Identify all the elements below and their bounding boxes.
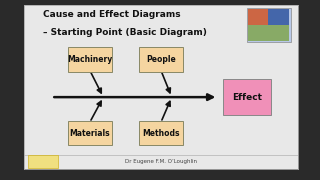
Text: Cause and Effect Diagrams: Cause and Effect Diagrams: [43, 10, 181, 19]
FancyBboxPatch shape: [68, 47, 112, 72]
FancyBboxPatch shape: [223, 79, 271, 115]
Text: Effect: Effect: [232, 93, 262, 102]
FancyBboxPatch shape: [139, 47, 183, 72]
FancyBboxPatch shape: [248, 25, 289, 41]
Text: People: People: [146, 55, 176, 64]
FancyBboxPatch shape: [68, 121, 112, 145]
Text: – Starting Point (Basic Diagram): – Starting Point (Basic Diagram): [43, 28, 207, 37]
FancyBboxPatch shape: [248, 9, 268, 25]
Text: Materials: Materials: [69, 129, 110, 138]
FancyBboxPatch shape: [28, 155, 58, 168]
Text: Methods: Methods: [142, 129, 180, 138]
FancyBboxPatch shape: [268, 9, 289, 25]
Text: Machinery: Machinery: [67, 55, 112, 64]
Text: Dr Eugene F.M. O’Loughlin: Dr Eugene F.M. O’Loughlin: [125, 159, 197, 164]
FancyBboxPatch shape: [247, 8, 291, 42]
FancyBboxPatch shape: [139, 121, 183, 145]
